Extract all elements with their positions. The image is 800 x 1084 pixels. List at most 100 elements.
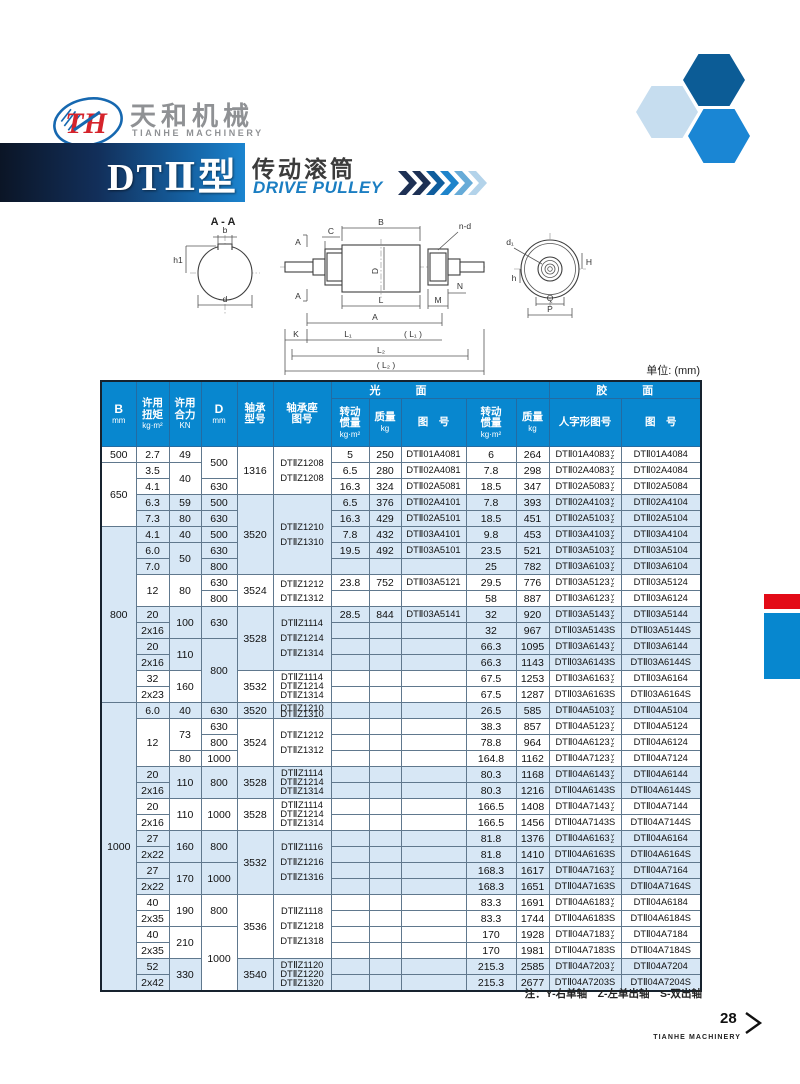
- table-cell: DTⅡZ1212 DTⅡZ1312: [272, 718, 332, 767]
- table-footnote: 注：Y-右单轴 Z-左单出轴 S-双出轴: [524, 988, 702, 1000]
- table-cell: 964: [515, 734, 550, 751]
- table-cell: [330, 846, 370, 863]
- column-header: 质量 kg: [515, 398, 550, 447]
- page-number-chevron-icon: [745, 1012, 763, 1034]
- group-header-rubber-face: 胶 面: [548, 380, 702, 399]
- table-cell: [368, 878, 402, 895]
- table-cell: [330, 814, 370, 831]
- table-cell: 5: [330, 446, 370, 463]
- table-cell: 887: [515, 590, 550, 607]
- table-cell: 2x35: [135, 910, 170, 927]
- table-cell: [400, 766, 467, 783]
- table-cell: [368, 830, 402, 847]
- table-cell: [400, 638, 467, 655]
- table-cell: [368, 942, 402, 959]
- table-cell: 630: [200, 542, 238, 559]
- table-cell: 6.0: [135, 542, 170, 559]
- table-cell: 1000: [200, 926, 238, 992]
- hexagon-dark-icon: [683, 54, 745, 106]
- table-cell: [400, 718, 467, 735]
- dim-label-Q: Q: [547, 293, 554, 303]
- table-row: 2x35 170 1981 DTⅡ04A7183S DTⅡ04A7184S: [101, 942, 702, 959]
- column-header: 图 号: [400, 398, 467, 447]
- table-cell: DTⅡ03A6104: [620, 558, 702, 575]
- column-header: 许用 合力 KN: [168, 380, 202, 447]
- table-cell: 80.3: [465, 766, 517, 783]
- dim-label-C: C: [328, 226, 334, 236]
- table-cell: 1410: [515, 846, 550, 863]
- table-cell: 630: [200, 510, 238, 527]
- table-cell: [400, 814, 467, 831]
- table-cell: 164.8: [465, 750, 517, 767]
- table-cell: [400, 670, 467, 687]
- table-cell: [368, 654, 402, 671]
- table-cell: DTⅡ04A5104: [620, 702, 702, 719]
- table-cell: 521: [515, 542, 550, 559]
- table-row: 52 330 3540 DTⅡZ1120 DTⅡZ1220 DTⅡZ1320 215.3 25…: [101, 958, 702, 992]
- pulley-technical-drawing: A - A b h1 d A A: [173, 216, 592, 375]
- table-cell: 3536: [236, 894, 274, 959]
- table-cell: DTⅡ04A6184S: [620, 910, 702, 927]
- table-cell: 170: [465, 926, 517, 943]
- table-cell: DTⅡ03A6144: [620, 638, 702, 655]
- table-cell: [400, 558, 467, 575]
- table-cell: 20: [135, 638, 170, 655]
- table-cell: 81.8: [465, 830, 517, 847]
- table-cell: 40: [168, 462, 202, 495]
- table-cell: 215.3: [465, 974, 517, 992]
- table-cell: [400, 590, 467, 607]
- table-row: 32 160 3532 DTⅡZ1114 DTⅡZ1214 DTⅡZ1314 67.5 125…: [101, 670, 702, 703]
- table-cell: 492: [368, 542, 402, 559]
- table-cell: [330, 670, 370, 687]
- table-cell: [330, 734, 370, 751]
- table-cell: DTⅡ03A5143S: [548, 622, 622, 639]
- table-cell: [330, 862, 370, 879]
- table-row: 800 4.1 40 500 7.8 432 DTⅡ03A4101 9.8 453 DTⅡ03A4…: [100, 526, 702, 703]
- table-cell: DTⅡ03A5144S: [620, 622, 702, 639]
- table-cell: 650: [100, 462, 137, 527]
- table-cell: 3532: [236, 830, 274, 895]
- table-cell: [330, 718, 370, 735]
- table-row: 2x16 166.5 1456 DTⅡ04A7143S DTⅡ04A7144S: [101, 814, 702, 831]
- table-cell: 27: [135, 830, 170, 847]
- dim-label-N: N: [457, 281, 463, 291]
- page-title: 传动滚筒: [252, 156, 356, 182]
- table-cell: 453: [515, 526, 550, 543]
- side-tab-red: [764, 594, 800, 609]
- table-cell: [368, 638, 402, 655]
- table-cell: DTⅡ03A6164: [620, 670, 702, 687]
- table-cell: [368, 862, 402, 879]
- table-cell: DTⅡ04A7124: [620, 750, 702, 767]
- table-cell: DTⅡ03A5144: [620, 606, 702, 623]
- table-cell: 1691: [515, 894, 550, 911]
- table-cell: 376: [368, 494, 402, 511]
- column-header: 许用 扭矩 kg·m²: [135, 380, 170, 447]
- table-cell: DTⅡ03A6163S: [548, 686, 622, 703]
- table-cell: 170: [168, 862, 202, 895]
- table-cell: DTⅡZ1210 DTⅡZ1310: [272, 702, 332, 719]
- table-cell: [368, 846, 402, 863]
- table-cell: 920: [515, 606, 550, 623]
- table-row: 2x35 83.3 1744 DTⅡ04A6183S DTⅡ04A6184S: [101, 910, 702, 927]
- chevron-arrows-icon: [398, 171, 487, 195]
- table-cell: 7.3: [135, 510, 170, 527]
- table-cell: DTⅡ02A4101: [400, 494, 467, 511]
- column-header: 人字形图号: [548, 398, 622, 447]
- table-cell: DTⅡZ1114 DTⅡZ1214 DTⅡZ1314: [272, 670, 332, 703]
- column-header: 图 号: [620, 398, 702, 447]
- table-cell: DTⅡZ1118 DTⅡZ1218 DTⅡZ1318: [272, 894, 332, 959]
- table-cell: [330, 766, 370, 783]
- table-cell: [400, 702, 467, 719]
- table-cell: [400, 734, 467, 751]
- table-cell: DTⅡZ1212 DTⅡZ1312: [272, 574, 332, 607]
- table-cell: 630: [200, 718, 238, 735]
- table-cell: [368, 782, 402, 799]
